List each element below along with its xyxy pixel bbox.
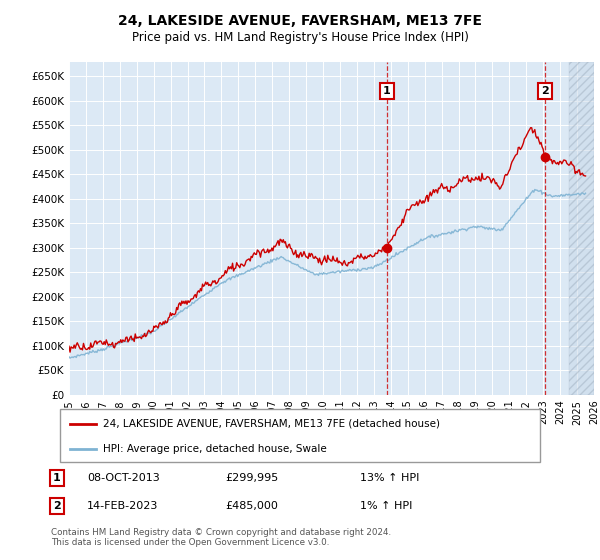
- Text: £485,000: £485,000: [225, 501, 278, 511]
- Text: £299,995: £299,995: [225, 473, 278, 483]
- Text: Price paid vs. HM Land Registry's House Price Index (HPI): Price paid vs. HM Land Registry's House …: [131, 31, 469, 44]
- Text: HPI: Average price, detached house, Swale: HPI: Average price, detached house, Swal…: [103, 444, 327, 454]
- Text: 24, LAKESIDE AVENUE, FAVERSHAM, ME13 7FE: 24, LAKESIDE AVENUE, FAVERSHAM, ME13 7FE: [118, 14, 482, 28]
- Text: 14-FEB-2023: 14-FEB-2023: [87, 501, 158, 511]
- Text: 13% ↑ HPI: 13% ↑ HPI: [360, 473, 419, 483]
- Text: 2: 2: [53, 501, 61, 511]
- Text: Contains HM Land Registry data © Crown copyright and database right 2024.
This d: Contains HM Land Registry data © Crown c…: [51, 528, 391, 547]
- Text: 1% ↑ HPI: 1% ↑ HPI: [360, 501, 412, 511]
- Text: 1: 1: [383, 86, 391, 96]
- Text: 24, LAKESIDE AVENUE, FAVERSHAM, ME13 7FE (detached house): 24, LAKESIDE AVENUE, FAVERSHAM, ME13 7FE…: [103, 419, 440, 429]
- Text: 08-OCT-2013: 08-OCT-2013: [87, 473, 160, 483]
- Text: 1: 1: [53, 473, 61, 483]
- Text: 2: 2: [541, 86, 549, 96]
- Bar: [569, 62, 594, 395]
